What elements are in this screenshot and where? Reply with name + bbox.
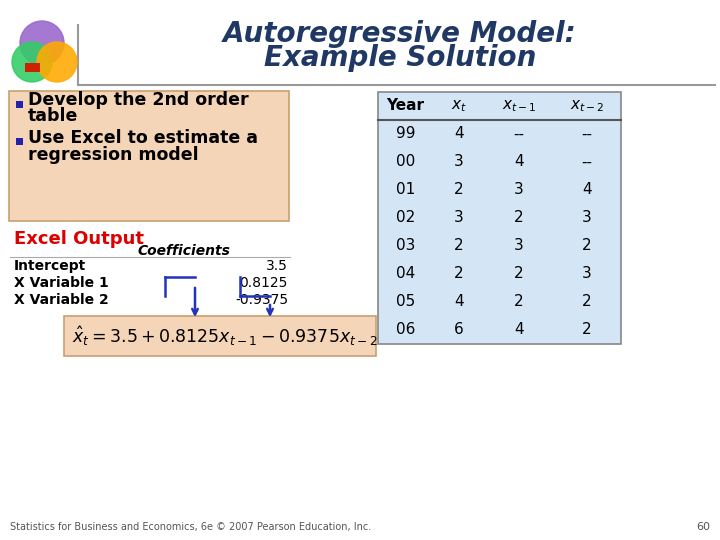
Text: 2: 2 bbox=[454, 183, 464, 198]
Text: Intercept: Intercept bbox=[14, 259, 86, 273]
Text: 3: 3 bbox=[582, 267, 592, 281]
Text: Coefficients: Coefficients bbox=[137, 244, 230, 258]
Text: 05: 05 bbox=[396, 294, 415, 309]
Text: --: -- bbox=[582, 126, 593, 141]
Text: $x_{t-1}$: $x_{t-1}$ bbox=[502, 98, 536, 114]
Text: 01: 01 bbox=[396, 183, 415, 198]
Text: 2: 2 bbox=[514, 211, 524, 226]
Text: 3: 3 bbox=[514, 239, 524, 253]
Text: Year: Year bbox=[387, 98, 425, 113]
Text: 3.5: 3.5 bbox=[266, 259, 288, 273]
Text: --: -- bbox=[513, 126, 524, 141]
Text: 2: 2 bbox=[514, 294, 524, 309]
Text: 4: 4 bbox=[514, 154, 524, 170]
Text: 3: 3 bbox=[454, 211, 464, 226]
Text: Statistics for Business and Economics, 6e © 2007 Pearson Education, Inc.: Statistics for Business and Economics, 6… bbox=[10, 522, 372, 532]
FancyBboxPatch shape bbox=[378, 92, 621, 344]
Text: Autoregressive Model:: Autoregressive Model: bbox=[223, 20, 577, 48]
Text: 99: 99 bbox=[396, 126, 415, 141]
Text: Develop the 2nd order: Develop the 2nd order bbox=[28, 91, 248, 109]
Text: Excel Output: Excel Output bbox=[14, 230, 144, 248]
Text: 2: 2 bbox=[454, 267, 464, 281]
Circle shape bbox=[12, 42, 52, 82]
Text: X Variable 2: X Variable 2 bbox=[14, 293, 109, 307]
Text: 04: 04 bbox=[396, 267, 415, 281]
Text: 0.8125: 0.8125 bbox=[240, 276, 288, 290]
Text: Example Solution: Example Solution bbox=[264, 44, 536, 72]
Text: 3: 3 bbox=[514, 183, 524, 198]
FancyBboxPatch shape bbox=[16, 101, 23, 108]
Circle shape bbox=[37, 42, 77, 82]
Text: 06: 06 bbox=[396, 322, 415, 338]
Text: 2: 2 bbox=[582, 239, 592, 253]
Text: 4: 4 bbox=[514, 322, 524, 338]
Text: 60: 60 bbox=[696, 522, 710, 532]
Text: 2: 2 bbox=[582, 294, 592, 309]
Text: -0.9375: -0.9375 bbox=[235, 293, 288, 307]
Text: 4: 4 bbox=[454, 294, 464, 309]
Text: Use Excel to estimate a: Use Excel to estimate a bbox=[28, 129, 258, 147]
Text: 2: 2 bbox=[454, 239, 464, 253]
Text: X Variable 1: X Variable 1 bbox=[14, 276, 109, 290]
FancyBboxPatch shape bbox=[25, 63, 40, 72]
Text: 2: 2 bbox=[582, 322, 592, 338]
Text: 6: 6 bbox=[454, 322, 464, 338]
Text: 03: 03 bbox=[396, 239, 415, 253]
Text: 00: 00 bbox=[396, 154, 415, 170]
Text: --: -- bbox=[582, 154, 593, 170]
FancyBboxPatch shape bbox=[16, 138, 23, 145]
FancyBboxPatch shape bbox=[64, 316, 376, 356]
Text: 2: 2 bbox=[514, 267, 524, 281]
Text: 4: 4 bbox=[582, 183, 592, 198]
Text: 3: 3 bbox=[454, 154, 464, 170]
Text: 3: 3 bbox=[582, 211, 592, 226]
Text: regression model: regression model bbox=[28, 146, 199, 164]
Circle shape bbox=[20, 21, 64, 65]
Text: table: table bbox=[28, 107, 78, 125]
Text: $x_{t-2}$: $x_{t-2}$ bbox=[570, 98, 604, 114]
FancyBboxPatch shape bbox=[9, 91, 289, 221]
Text: 4: 4 bbox=[454, 126, 464, 141]
Text: $x_t$: $x_t$ bbox=[451, 98, 467, 114]
Text: 02: 02 bbox=[396, 211, 415, 226]
Text: $\hat{x}_t = 3.5 + 0.8125x_{t-1} - 0.9375x_{t-2}$: $\hat{x}_t = 3.5 + 0.8125x_{t-1} - 0.937… bbox=[72, 324, 377, 348]
